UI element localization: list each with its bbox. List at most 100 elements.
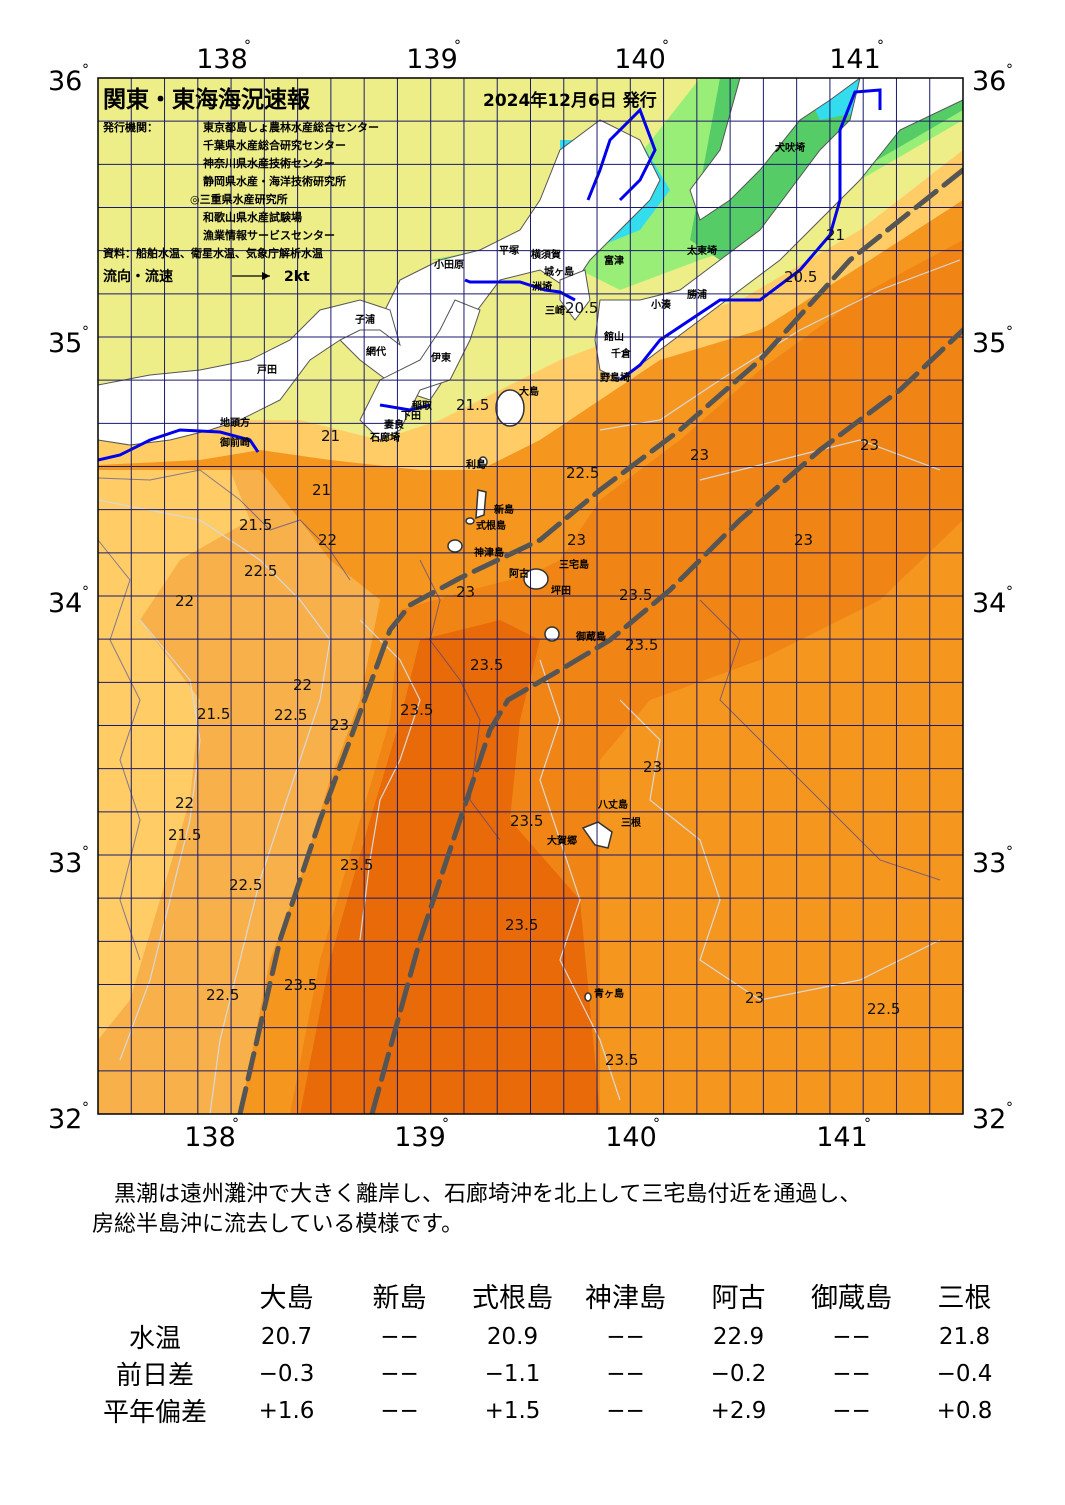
table-cell: −− (380, 1397, 419, 1424)
lat-tick: 36 (972, 66, 1006, 97)
table-cell: −− (832, 1323, 871, 1350)
lon-tick: 140 (605, 1122, 657, 1153)
isotherm-label: 23.5 (619, 586, 652, 604)
issuer: 静岡県水産・海洋技術研究所 (203, 174, 346, 188)
place-label: 千倉 (611, 347, 632, 360)
isotherm-label: 23.5 (510, 812, 543, 830)
isotherm-label: 22.5 (566, 464, 599, 482)
degree-mark: ° (82, 62, 89, 78)
table-cell: −0.3 (258, 1360, 315, 1387)
place-label: 館山 (603, 330, 624, 343)
isotherm-label: 23 (860, 436, 879, 454)
degree-mark: ° (864, 1116, 871, 1132)
place-label: 地頭方 (220, 416, 250, 429)
isotherm-label: 21.5 (456, 396, 489, 414)
isotherm-label: 23 (567, 531, 586, 549)
isotherm-label: 21 (826, 226, 845, 244)
isotherm-label: 23.5 (605, 1051, 638, 1069)
table-cell: +2.9 (710, 1397, 767, 1424)
isotherm-label: 23 (643, 758, 662, 776)
lon-tick: 139 (406, 44, 458, 75)
lon-tick: 138 (184, 1122, 236, 1153)
observation-table: 大島 新島 式根島 神津島 阿古 御蔵島 三根 水温 20.7 −− 20.9 … (80, 1272, 1021, 1429)
issuer: ◎三重県水産研究所 (190, 192, 288, 206)
isotherm-label: 20.5 (565, 299, 598, 317)
issuer: 漁業情報サービスセンター (203, 228, 335, 242)
isotherm-label: 22 (293, 676, 312, 694)
station-header: 式根島 (472, 1282, 553, 1314)
place-label: 網代 (366, 345, 386, 358)
temperature-contours-dark (98, 469, 941, 961)
place-label: 神津島 (474, 546, 504, 559)
degree-mark: ° (82, 844, 89, 860)
degree-mark: ° (82, 324, 89, 340)
isotherm-label: 22.5 (244, 562, 277, 580)
station-header: 御蔵島 (811, 1282, 892, 1314)
place-label: 野島埼 (600, 371, 630, 384)
map-title: 関東・東海海況速報 (103, 86, 311, 113)
degree-mark: ° (82, 584, 89, 600)
degree-mark: ° (244, 38, 251, 54)
degree-mark: ° (1006, 844, 1013, 860)
lon-ticks-bottom: 138 139 140 141 ° ° ° ° (184, 1116, 871, 1153)
legend-label: 流向・流速 (103, 268, 173, 285)
degree-mark: ° (82, 1100, 89, 1116)
sea-surface-temperature-map: 138 139 140 141 ° ° ° ° 138 139 140 141 … (48, 38, 1013, 1153)
station-header: 神津島 (585, 1282, 666, 1314)
lat-tick: 33 (48, 848, 82, 879)
isotherm-label: 21.5 (197, 705, 230, 723)
place-label: 三根 (621, 816, 641, 829)
table-cell: −− (606, 1360, 645, 1387)
table-cell: +1.6 (258, 1397, 315, 1424)
summary-line: 房総半島沖に流去している模様です。 (92, 1212, 464, 1237)
isotherm-label: 22.5 (229, 876, 262, 894)
degree-mark: ° (662, 38, 669, 54)
map-header: 関東・東海海況速報 2024年12月6日 発行 発行機関： 東京都島しょ農林水産… (102, 86, 657, 285)
table-cell: 20.9 (486, 1323, 539, 1350)
place-label: 新島 (494, 503, 514, 516)
place-label: 八丈島 (597, 798, 628, 811)
isotherm-label: 22.5 (867, 1000, 900, 1018)
lat-tick: 36 (48, 66, 82, 97)
island-niijima (475, 489, 487, 520)
degree-mark: ° (232, 1116, 239, 1132)
place-label: 石廊埼 (369, 431, 400, 444)
isotherm-label: 22 (318, 531, 337, 549)
isotherm-labels: 20.5 20.5 21 21 21 21.5 21.5 21.5 21.5 2… (168, 226, 900, 1069)
station-header: 三根 (937, 1282, 992, 1314)
place-label: 洲埼 (532, 280, 552, 293)
isotherm-label: 21 (312, 481, 331, 499)
place-label: 伊東 (430, 351, 451, 364)
lat-tick: 33 (972, 848, 1006, 879)
degree-mark: ° (877, 38, 884, 54)
station-header: 阿古 (711, 1282, 766, 1314)
table-cell: −0.4 (936, 1360, 993, 1387)
isotherm-label: 22 (175, 592, 194, 610)
lat-tick: 35 (972, 328, 1006, 359)
island-shikinejima (465, 517, 475, 525)
table-cell: 21.8 (938, 1323, 991, 1350)
isotherm-label: 23 (456, 583, 475, 601)
zone-22-22-5 (98, 470, 380, 1114)
lon-ticks-top: 138 139 140 141 ° ° ° ° (196, 38, 884, 75)
isotherm-label: 23.5 (340, 856, 373, 874)
zone-21-5-22 (98, 470, 250, 1040)
table-cell: +1.5 (484, 1397, 541, 1424)
place-label: 青ヶ島 (594, 987, 624, 1000)
table-corner (80, 1272, 230, 1318)
degree-mark: ° (1006, 1100, 1013, 1116)
place-label: 阿古 (509, 567, 529, 580)
isotherm-label: 22 (175, 794, 194, 812)
issuer: 千葉県水産総合研究センター (203, 138, 346, 152)
issuer: 和歌山県水産試験場 (203, 210, 302, 224)
lon-tick: 139 (394, 1122, 446, 1153)
place-label: 勝浦 (687, 288, 707, 301)
isotherm-label: 23.5 (400, 701, 433, 719)
summary-line: 黒潮は遠州灘沖で大きく離岸し、石廊埼沖を北上して三宅島付近を通過し、 (92, 1182, 862, 1207)
island-kozushima (447, 539, 463, 553)
place-label: 坪田 (551, 584, 571, 597)
kuroshio-axis-south (369, 327, 963, 1114)
place-label: 式根島 (476, 519, 506, 532)
isotherm-label: 23 (794, 531, 813, 549)
degree-mark: ° (442, 1116, 449, 1132)
